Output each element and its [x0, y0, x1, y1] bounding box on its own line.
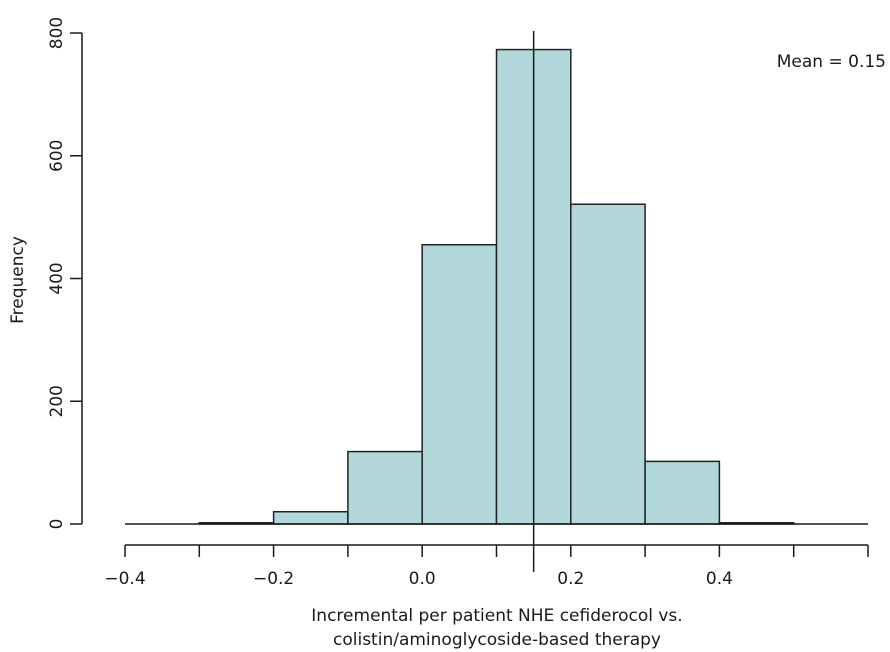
y-tick-label: 600 — [47, 140, 67, 172]
x-tick-label: −0.4 — [104, 569, 145, 589]
mean-annotation: Mean = 0.15 — [777, 52, 886, 72]
histogram-bar — [644, 460, 721, 525]
x-tick-label: 0.2 — [557, 569, 584, 589]
y-tick-label: 200 — [47, 385, 67, 417]
x-axis-title-line-1: Incremental per patient NHE cefiderocol … — [311, 606, 682, 626]
x-axis-title-line-2: colistin/aminoglycoside-based therapy — [333, 630, 661, 650]
y-axis: 0 200 400 600 800 — [47, 17, 83, 530]
histogram-bar — [272, 510, 349, 525]
y-tick-label: 400 — [47, 262, 67, 294]
x-tick-label: 0.0 — [409, 569, 436, 589]
y-axis-title: Frequency — [8, 236, 28, 324]
x-tick-label: 0.4 — [706, 569, 733, 589]
x-axis: −0.4 −0.2 0.0 0.2 0.4 — [104, 544, 869, 589]
histogram-bar — [347, 450, 423, 525]
histogram-bar — [570, 203, 646, 525]
x-tick-label: −0.2 — [253, 569, 294, 589]
y-tick-label: 0 — [47, 519, 67, 530]
histogram-bar — [421, 243, 498, 525]
y-tick-label: 800 — [47, 17, 67, 49]
histogram-bars — [198, 48, 795, 525]
